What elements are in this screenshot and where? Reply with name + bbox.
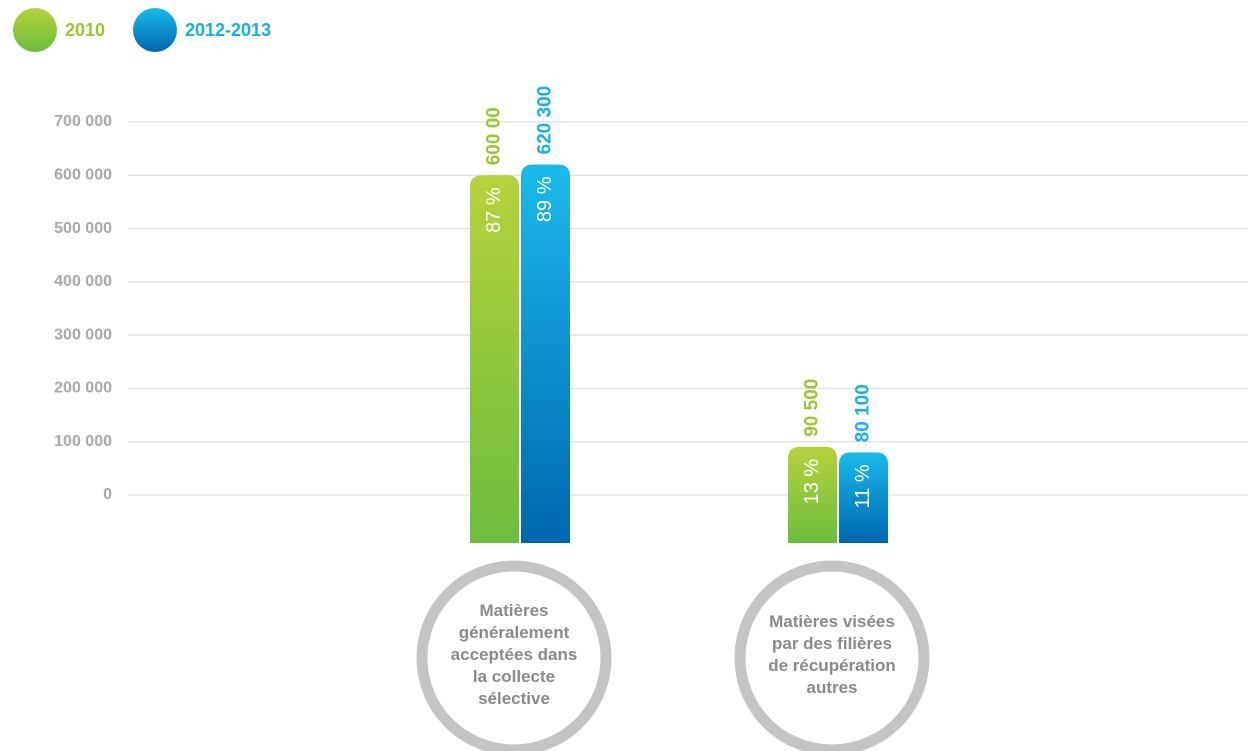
bar xyxy=(788,446,837,543)
category-ring xyxy=(416,560,612,751)
share-label: 13 % xyxy=(801,459,823,505)
category-label: Matières généralement acceptées dans la … xyxy=(450,601,578,708)
y-tick-label: 300 000 xyxy=(54,326,112,343)
y-tick-label: 600 000 xyxy=(54,167,112,184)
y-tick-label: 400 000 xyxy=(54,273,112,290)
value-label: 600 00 xyxy=(484,107,505,165)
share-label: 89 % xyxy=(534,176,556,222)
legend-swatch xyxy=(133,8,177,52)
value-label: 620 300 xyxy=(535,86,556,155)
bar xyxy=(521,164,570,543)
category-ring xyxy=(734,560,930,751)
legend-swatch xyxy=(13,8,57,52)
share-label: 11 % xyxy=(852,464,874,508)
bar xyxy=(839,452,888,543)
y-tick-label: 100 000 xyxy=(54,433,112,450)
y-tick-label: 0 xyxy=(103,486,112,503)
y-tick-label: 500 000 xyxy=(54,220,112,237)
value-label: 80 100 xyxy=(853,384,874,442)
category-label: Matières visées par des filières de récu… xyxy=(768,612,896,697)
legend-label: 2010 xyxy=(65,20,105,40)
legend-label: 2012-2013 xyxy=(185,20,271,40)
bar xyxy=(470,175,519,544)
share-label: 87 % xyxy=(483,187,505,233)
y-tick-label: 700 000 xyxy=(54,113,112,130)
y-tick-label: 200 000 xyxy=(54,380,112,397)
value-label: 90 500 xyxy=(802,379,823,437)
